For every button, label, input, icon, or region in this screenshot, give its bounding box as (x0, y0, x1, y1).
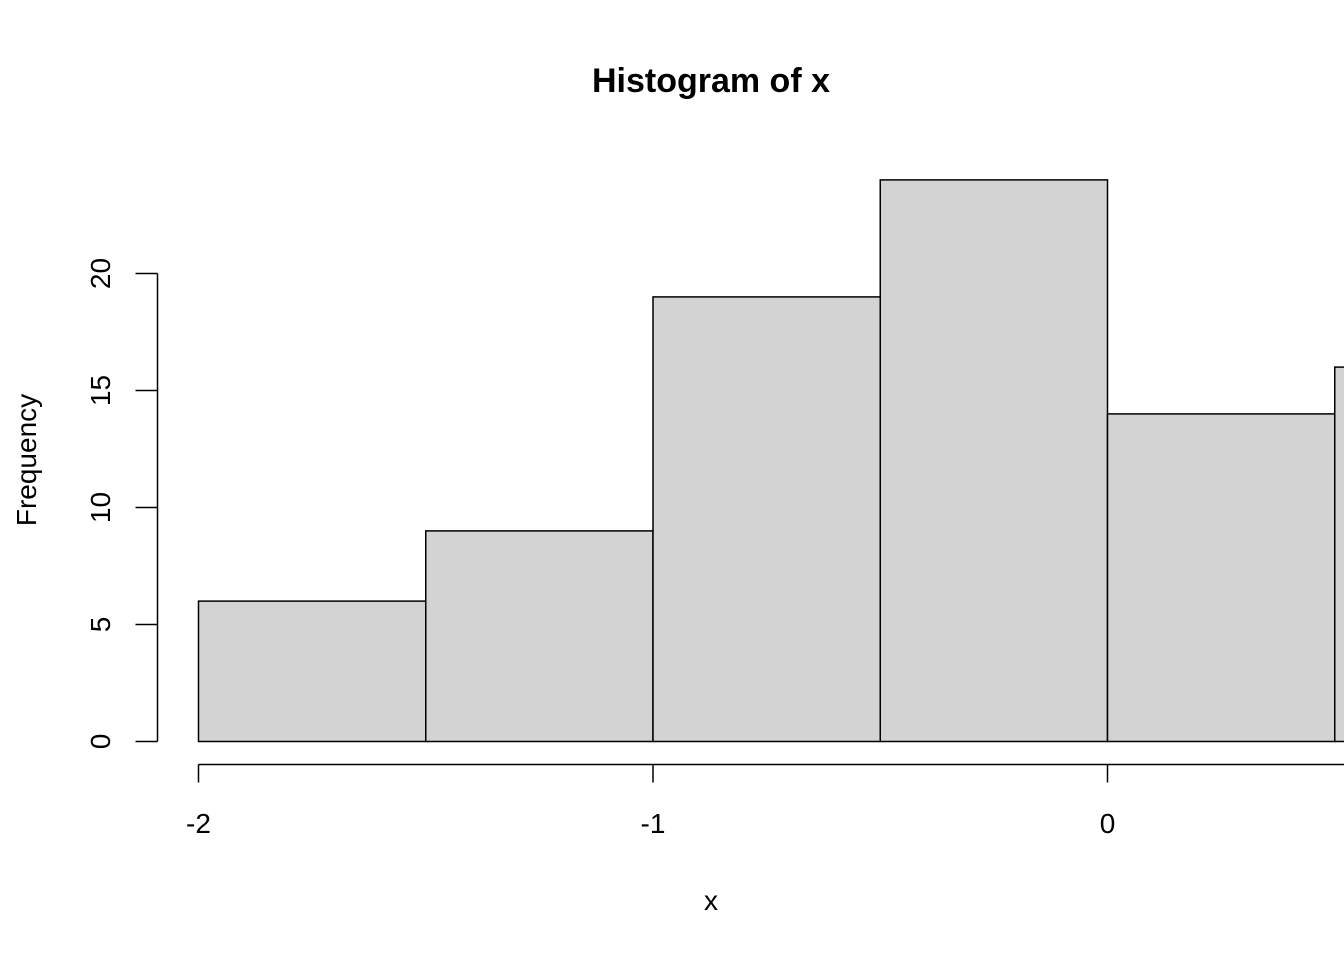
y-tick-label: 20 (85, 258, 116, 289)
histogram-bar (652, 296, 881, 743)
chart-title: Histogram of x (592, 62, 830, 100)
y-tick-label: 15 (85, 375, 116, 406)
y-axis: 0 5 10 15 20 (85, 258, 159, 750)
histogram-bar (879, 179, 1109, 743)
histogram-bar (197, 600, 427, 743)
x-axis: -2-1012 (186, 763, 1344, 839)
bars-group (197, 179, 1344, 743)
histogram-bar (425, 530, 654, 743)
y-axis-label: Frequency (11, 394, 42, 526)
x-tick-label: 0 (1100, 808, 1116, 839)
histogram-bar (1106, 413, 1336, 743)
y-tick-label: 0 (85, 734, 116, 750)
histogram-bar (1334, 366, 1344, 743)
x-tick-label: -1 (641, 808, 666, 839)
x-axis-label: x (704, 885, 718, 916)
x-tick-label: -2 (186, 808, 211, 839)
y-tick-label: 10 (85, 492, 116, 523)
y-tick-label: 5 (85, 617, 116, 633)
